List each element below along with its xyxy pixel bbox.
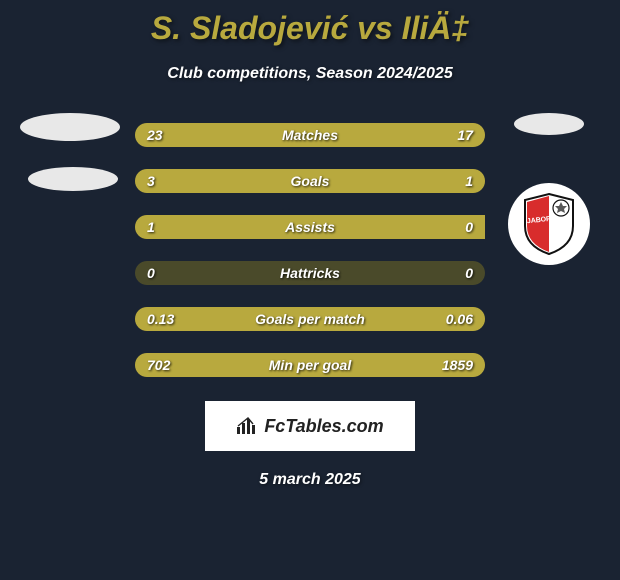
stat-left-value: 3 <box>147 173 155 189</box>
chart-bars-icon <box>236 417 258 435</box>
stat-right-value: 17 <box>457 127 473 143</box>
stat-row: 3 Goals 1 <box>135 169 485 193</box>
stat-left-value: 0.13 <box>147 311 174 327</box>
player1-club-placeholder <box>28 167 118 191</box>
stat-left-value: 0 <box>147 265 155 281</box>
brand-box: FcTables.com <box>205 401 415 451</box>
stat-row: 702 Min per goal 1859 <box>135 353 485 377</box>
stat-label: Matches <box>282 127 338 143</box>
stat-right-value: 0.06 <box>446 311 473 327</box>
stat-label: Assists <box>285 219 335 235</box>
club-logo: ЈАВОР <box>508 183 590 265</box>
player2-avatar-placeholder <box>514 113 584 135</box>
stat-label: Goals <box>291 173 330 189</box>
player1-avatar-placeholder <box>20 113 120 141</box>
stat-right-value: 0 <box>465 219 473 235</box>
stat-left-value: 1 <box>147 219 155 235</box>
stat-row: 1 Assists 0 <box>135 215 485 239</box>
stat-label: Goals per match <box>255 311 365 327</box>
stat-right-value: 0 <box>465 265 473 281</box>
date-text: 5 march 2025 <box>0 471 620 489</box>
shield-icon: ЈАВОР <box>521 192 577 256</box>
page-subtitle: Club competitions, Season 2024/2025 <box>0 65 620 83</box>
left-avatars <box>10 113 130 217</box>
stat-label: Hattricks <box>280 265 340 281</box>
stat-row: 23 Matches 17 <box>135 123 485 147</box>
stat-row: 0.13 Goals per match 0.06 <box>135 307 485 331</box>
stat-row: 0 Hattricks 0 <box>135 261 485 285</box>
bar-fill-left <box>135 169 398 193</box>
stat-label: Min per goal <box>269 357 351 373</box>
stat-left-value: 23 <box>147 127 163 143</box>
stats-area: ЈАВОР 23 Matches 17 3 Goals 1 1 Assists … <box>0 123 620 377</box>
stat-right-value: 1859 <box>442 357 473 373</box>
stat-right-value: 1 <box>465 173 473 189</box>
page-title: S. Sladojević vs IliÄ‡ <box>0 0 620 47</box>
brand-text: FcTables.com <box>264 416 383 437</box>
stat-left-value: 702 <box>147 357 170 373</box>
stat-bars: 23 Matches 17 3 Goals 1 1 Assists 0 0 Ha… <box>135 123 485 377</box>
